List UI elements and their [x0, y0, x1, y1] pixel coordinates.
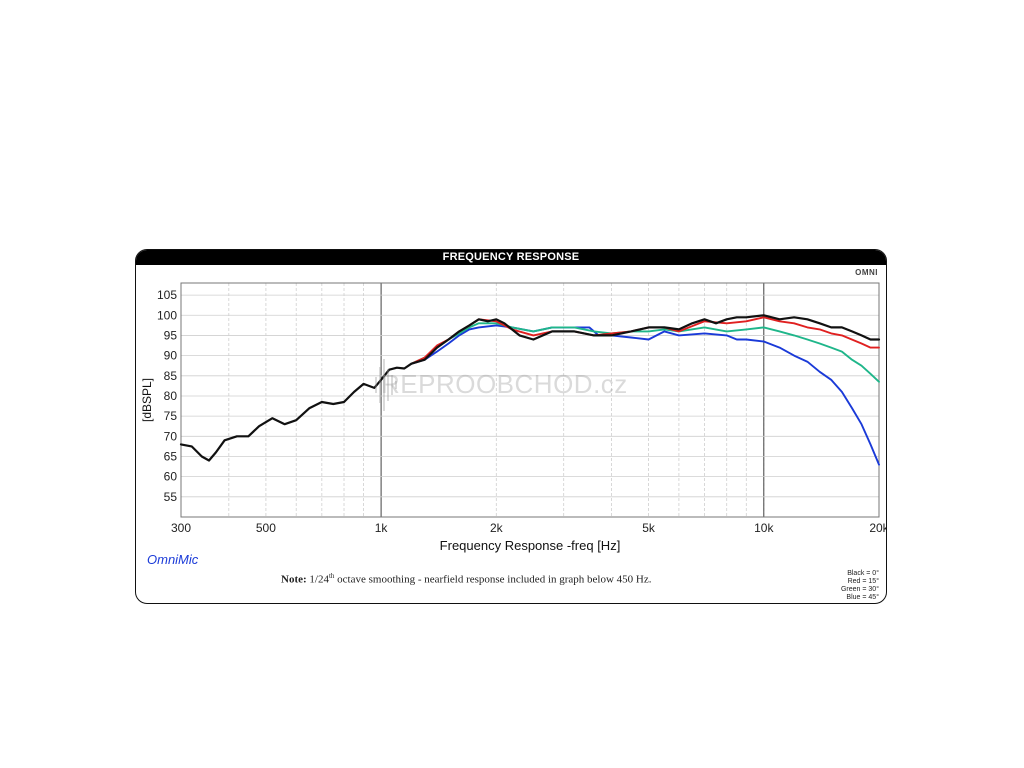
- note-text-post: octave smoothing - nearfield response in…: [334, 573, 652, 586]
- x-tick-label: 10k: [754, 521, 774, 535]
- chart-card: FREQUENCY RESPONSE OMNI 55 60 65 70 75 80 85 90…: [135, 249, 887, 604]
- omnimic-logo: OmniMic: [147, 552, 199, 567]
- y-tick-label: 75: [164, 409, 178, 423]
- x-tick-label: 500: [256, 521, 276, 535]
- legend-entry-black: Black = 0°: [847, 570, 879, 577]
- x-tick-label: 2k: [490, 521, 504, 535]
- y-tick-label: 80: [164, 389, 178, 403]
- plot-frame: [180, 282, 880, 518]
- y-tick-label: 90: [164, 349, 178, 363]
- x-axis-label: Frequency Response -freq [Hz]: [440, 538, 621, 553]
- note-label: Note:: [281, 573, 307, 586]
- y-tick-label: 55: [164, 490, 178, 504]
- legend-entry-red: Red = 15°: [847, 578, 879, 585]
- smoothing-note: Note: 1/24th octave smoothing - nearfiel…: [281, 572, 652, 586]
- y-tick-label: 100: [157, 308, 177, 322]
- x-tick-label: 5k: [642, 521, 656, 535]
- chart-title: FREQUENCY RESPONSE: [136, 250, 886, 265]
- note-text-pre: 1/24: [306, 573, 329, 586]
- y-axis-label: [dBSPL]: [140, 378, 154, 422]
- y-tick-label: 105: [157, 288, 177, 302]
- brand-logo: OMNI: [855, 268, 878, 277]
- watermark-text: REPROOBCHOD.cz: [381, 369, 628, 399]
- frequency-response-plot: 55 60 65 70 75 80 85 90 95 100 105 300 500 1k 2k 5k 10k 2…: [140, 282, 887, 553]
- y-tick-label: 95: [164, 328, 178, 342]
- legend-entry-blue: Blue = 45°: [846, 594, 879, 601]
- y-tick-label: 65: [164, 449, 178, 463]
- note-superscript: th: [328, 572, 335, 580]
- y-tick-label: 85: [164, 369, 178, 383]
- y-tick-label: 70: [164, 429, 178, 443]
- y-tick-label: 60: [164, 470, 178, 484]
- angle-legend: Black = 0° Red = 15° Green = 30° Blue = …: [841, 570, 879, 602]
- x-tick-label: 20k: [869, 521, 887, 535]
- x-tick-label: 1k: [375, 521, 389, 535]
- watermark-icon: [375, 359, 397, 411]
- series-line-green: [410, 322, 880, 383]
- series-line-blue: [410, 324, 880, 466]
- series-line-black: [179, 314, 881, 462]
- legend-entry-green: Green = 30°: [840, 586, 879, 593]
- x-tick-label: 300: [171, 521, 191, 535]
